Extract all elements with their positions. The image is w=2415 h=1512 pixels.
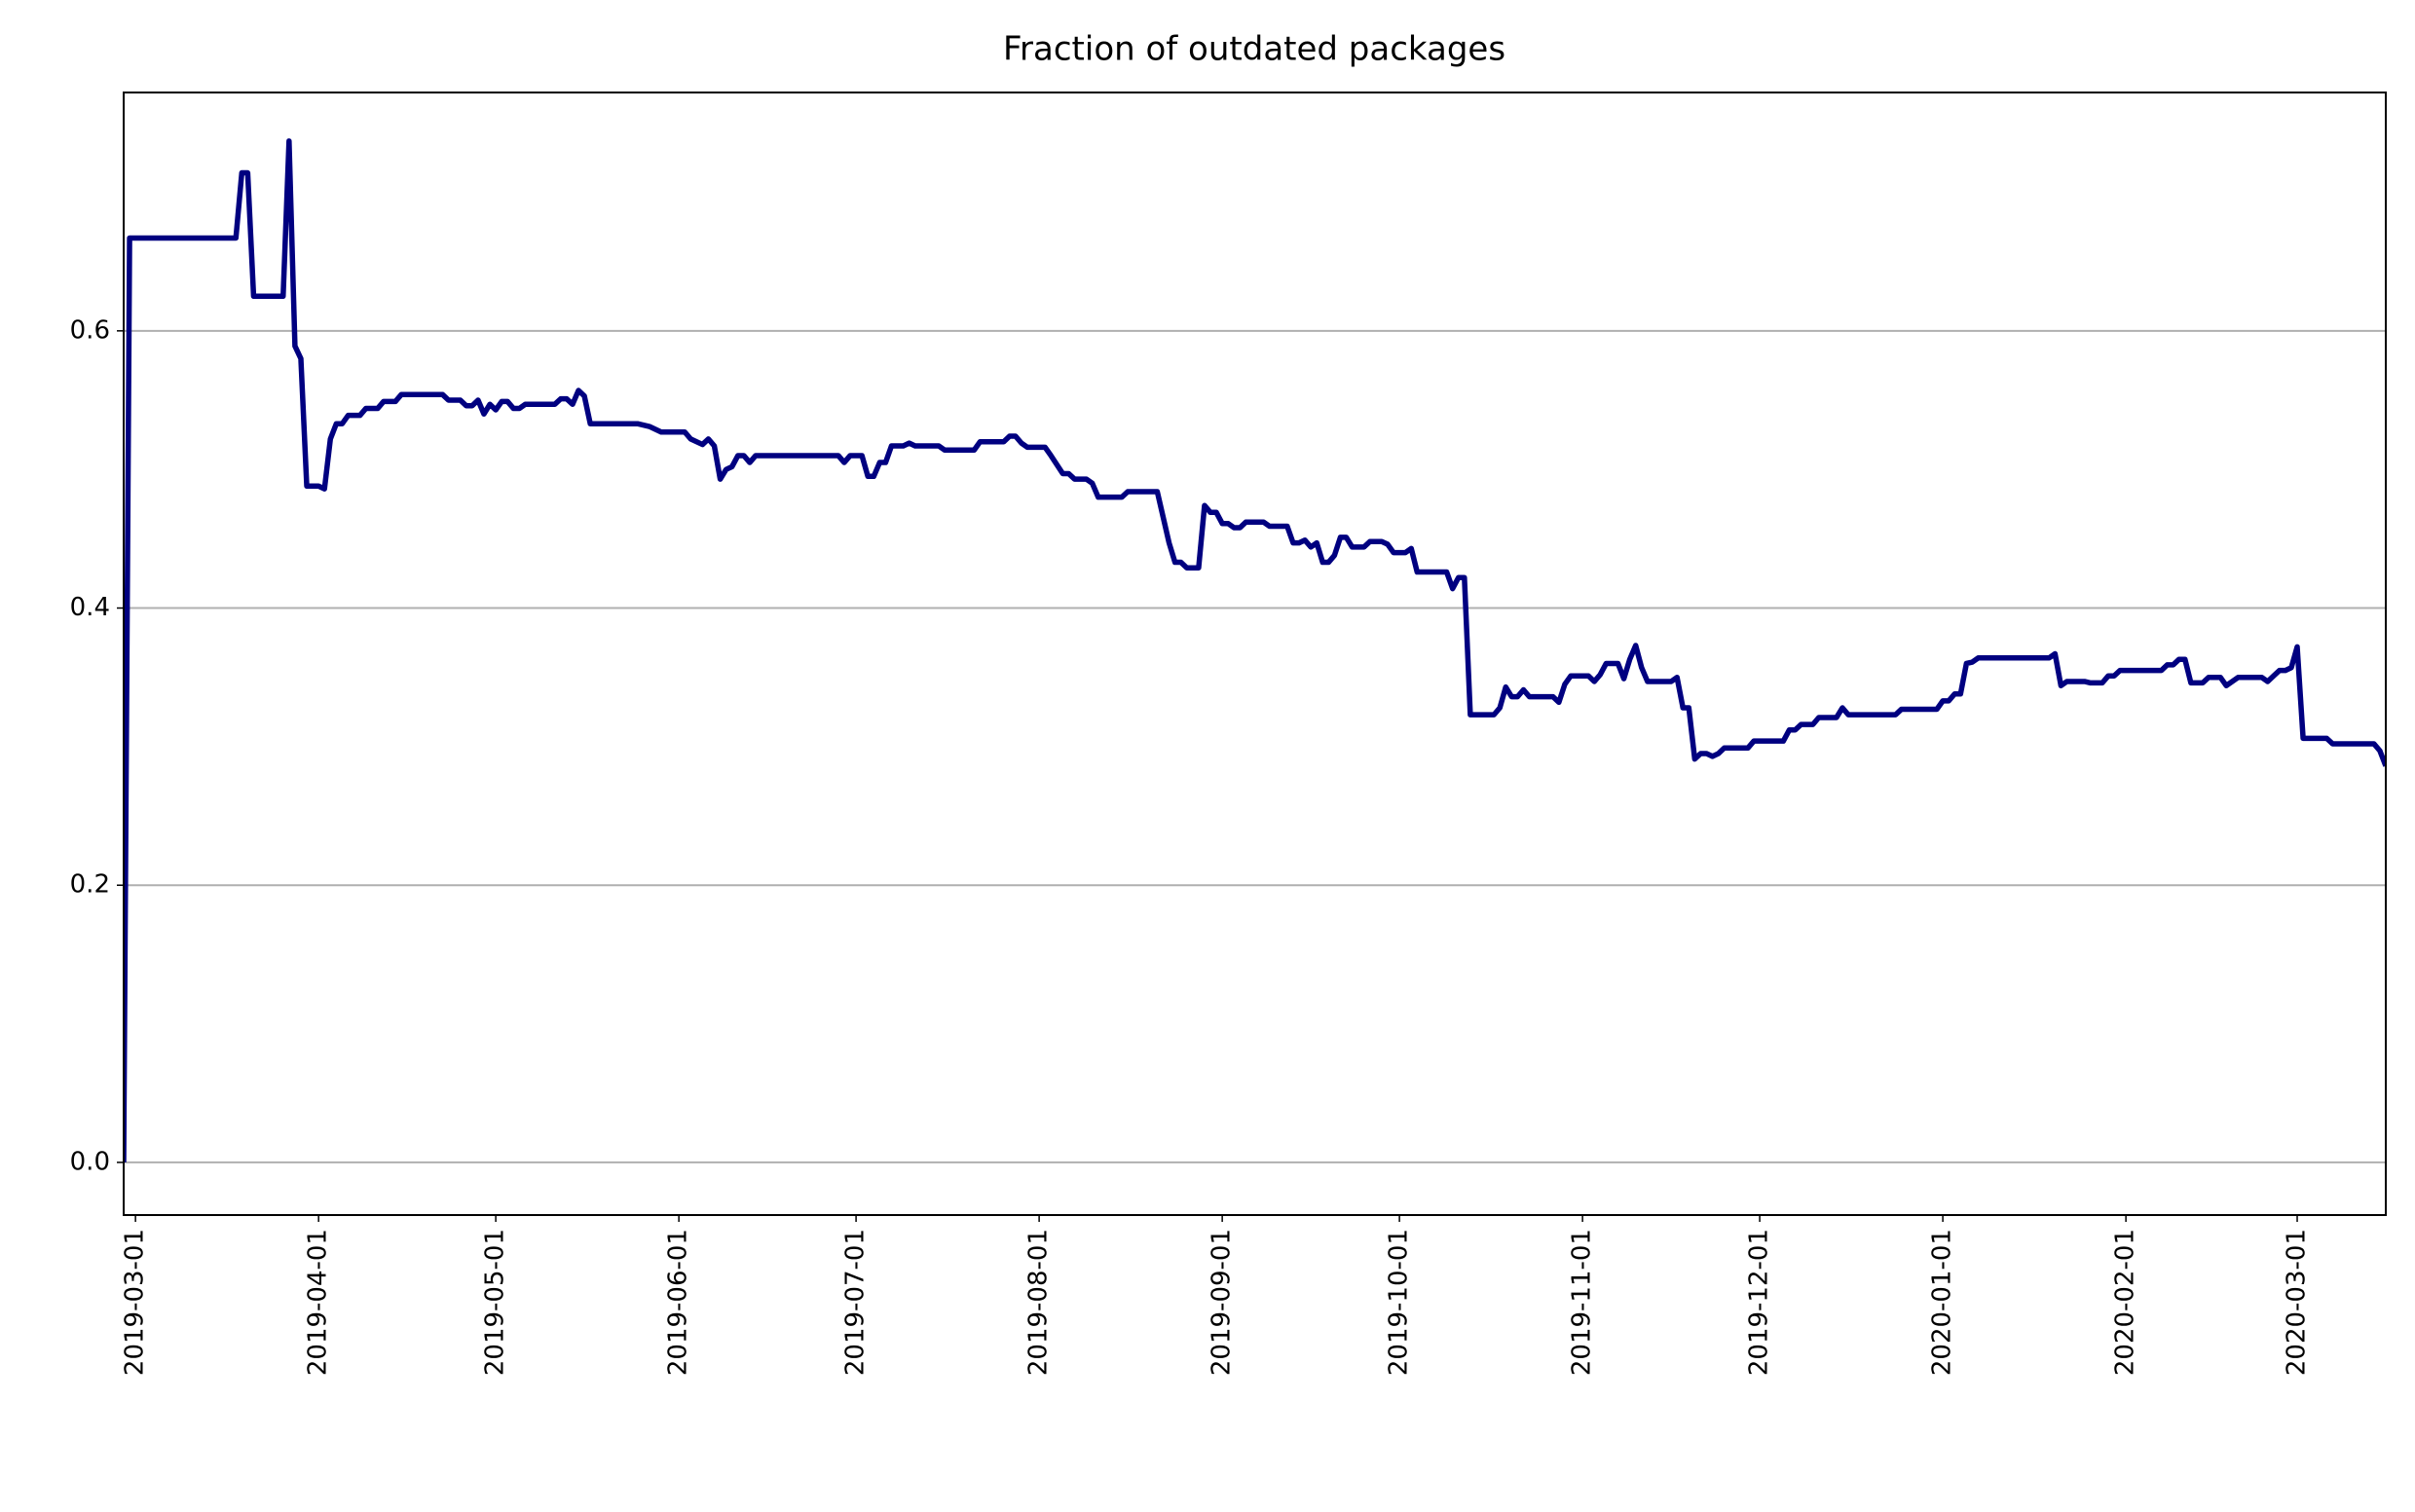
y-tick-label: 0.2	[70, 870, 110, 900]
x-tick-label: 2019-08-01	[1024, 1229, 1054, 1376]
x-tick-label: 2019-09-01	[1208, 1229, 1237, 1376]
y-tick-label: 0.0	[70, 1147, 110, 1176]
x-tick-label: 2020-03-01	[2283, 1229, 2312, 1376]
x-tick-label: 2019-03-01	[121, 1229, 150, 1376]
y-tick-label: 0.6	[70, 315, 110, 345]
x-tick-label: 2019-06-01	[664, 1229, 693, 1376]
x-tick-label: 2019-04-01	[304, 1229, 333, 1376]
x-tick-label: 2019-11-01	[1568, 1229, 1597, 1376]
y-tick-label: 0.4	[70, 593, 110, 622]
x-tick-label: 2020-02-01	[2111, 1229, 2140, 1376]
x-tick-label: 2020-01-01	[1928, 1229, 1957, 1376]
x-tick-label: 2019-10-01	[1385, 1229, 1414, 1376]
x-tick-label: 2019-05-01	[481, 1229, 510, 1376]
chart-title: Fraction of outdated packages	[1003, 30, 1505, 69]
x-tick-label: 2019-12-01	[1745, 1229, 1774, 1376]
x-tick-label: 2019-07-01	[841, 1229, 871, 1376]
data-line	[124, 138, 2386, 1162]
plot-frame	[123, 92, 2387, 1216]
